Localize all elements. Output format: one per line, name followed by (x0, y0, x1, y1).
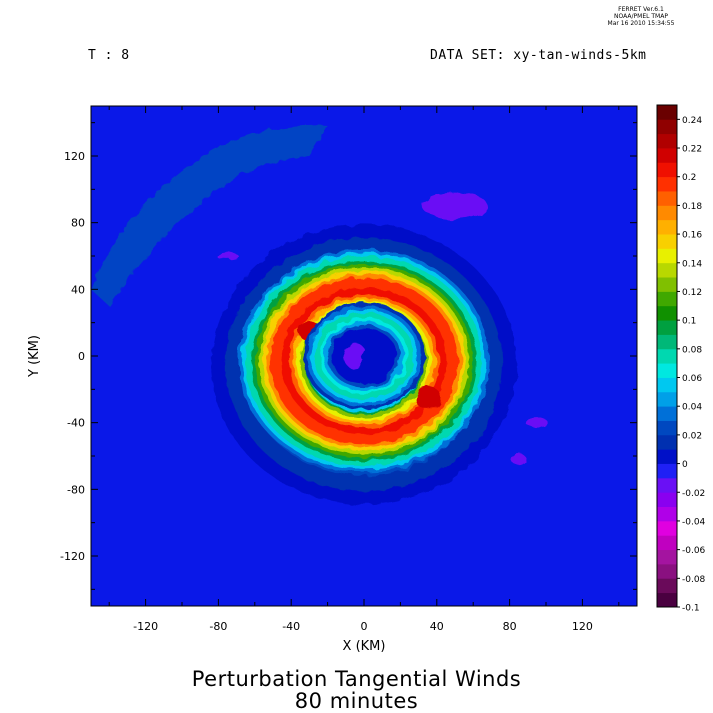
colorbar-swatch (657, 492, 677, 507)
y-tick-label: 40 (71, 283, 85, 296)
axis-ticks: -120 -80 -40 0 40 80 120 -120 -80 -40 0 40 80 120 (60, 106, 637, 633)
colorbar-swatch (657, 592, 677, 608)
field-layer (91, 125, 548, 505)
credit-line-1: FERRET Ver.6.1 (618, 6, 664, 13)
colorbar-swatch (657, 391, 677, 407)
colorbar-swatch (657, 420, 677, 436)
colorbar-swatch (657, 363, 677, 378)
colorbar-swatch (657, 434, 677, 450)
colorbar-tick-label: -0.02 (682, 489, 705, 499)
colorbar-swatch (657, 506, 677, 522)
colorbar-swatch (657, 463, 677, 479)
vortex-core (343, 342, 366, 370)
colorbar-swatch (657, 262, 677, 278)
colorbar-tick-label: -0.04 (682, 517, 706, 527)
x-tick-label: -120 (133, 620, 158, 633)
colorbar-swatch (657, 176, 677, 192)
colorbar-tick-label: 0.24 (682, 116, 702, 126)
y-tick-label: 120 (64, 150, 85, 163)
x-axis-label: X (KM) (343, 639, 386, 654)
northwest-band (91, 125, 328, 306)
y-tick-label: 80 (71, 217, 85, 230)
y-axis-label: Y (KM) (27, 335, 42, 378)
colorbar-swatch (657, 133, 677, 149)
colorbar-swatch (657, 377, 677, 393)
colorbar-tick-label: 0.16 (682, 231, 702, 241)
colorbar-tick-label: 0.12 (682, 288, 702, 298)
colorbar-swatch (657, 291, 677, 307)
colorbar-swatch (657, 320, 677, 335)
x-tick-label: -40 (282, 620, 300, 633)
hot-spot (414, 386, 441, 410)
credit-line-2: NOAA/PMEL TMAP (614, 13, 668, 20)
southeast-patch (511, 453, 526, 466)
northwest-patch (216, 252, 239, 260)
colorbar-swatch (657, 449, 677, 464)
x-tick-label: 0 (361, 620, 368, 633)
y-tick-label: -40 (67, 417, 85, 430)
colorbar-tick-label: 0.14 (682, 259, 702, 269)
colorbar-tick-label: -0.1 (682, 604, 700, 614)
x-tick-label: 80 (503, 620, 517, 633)
colorbar-swatch (657, 219, 677, 235)
colorbar-swatch (657, 549, 677, 565)
y-tick-label: -120 (60, 550, 85, 563)
colorbar-swatch (657, 535, 677, 551)
east-patch (525, 417, 548, 428)
colorbar-tick-label: 0.2 (682, 173, 696, 183)
x-tick-label: -80 (209, 620, 227, 633)
colorbar-swatch (657, 234, 677, 249)
colorbar-tick-label: -0.08 (682, 575, 706, 585)
colorbar-swatch (657, 162, 677, 178)
colorbar-swatch (657, 148, 677, 163)
y-tick-label: 0 (78, 350, 85, 363)
colorbar-tick-label: 0.22 (682, 145, 702, 155)
x-tick-label: 120 (572, 620, 593, 633)
colorbar-tick-label: 0.1 (682, 317, 696, 327)
colorbar-swatch (657, 334, 677, 350)
colorbar-tick-label: 0.04 (682, 403, 702, 413)
colorbar-swatch (657, 477, 677, 493)
ferret-credit: FERRET Ver.6.1 NOAA/PMEL TMAP Mar 16 201… (596, 6, 686, 27)
colorbar-tick-label: 0.02 (682, 431, 702, 441)
y-tick-label: -80 (67, 483, 85, 496)
colorbar-swatch (657, 563, 677, 579)
colorbar-swatch (657, 191, 677, 206)
chart-title-line-1: Perturbation Tangential Winds (191, 667, 522, 691)
colorbar-swatch (657, 105, 677, 120)
colorbar-swatch (657, 305, 677, 321)
x-tick-label: 40 (430, 620, 444, 633)
colorbar-swatch (657, 119, 677, 135)
dataset-label: DATA SET: xy-tan-winds-5km (430, 48, 647, 63)
colorbar-tick-label: 0 (682, 460, 688, 470)
colorbar-tick-label: 0.18 (682, 202, 702, 212)
time-label: T : 8 (88, 48, 130, 63)
credit-line-3: Mar 16 2010 15:34:55 (607, 20, 675, 27)
chart-title-line-2: 80 minutes (294, 689, 419, 713)
colorbar: 0.24 0.22 0.2 0.18 0.16 0.14 0.12 0.1 0.08 0.06 0.… (656, 104, 706, 614)
colorbar-swatch (657, 406, 677, 421)
northeast-patch (422, 192, 488, 220)
colorbar-swatch (657, 348, 677, 364)
core-notch (361, 346, 375, 363)
plot-area (91, 106, 637, 606)
colorbar-swatch (657, 520, 677, 536)
colorbar-swatch (657, 248, 677, 264)
colorbar-tick-label: -0.06 (682, 546, 706, 556)
colorbar-swatch (657, 205, 677, 221)
colorbar-swatch (657, 277, 677, 292)
colorbar-tick-label: 0.08 (682, 345, 702, 355)
colorbar-tick-label: 0.06 (682, 374, 702, 384)
colorbar-swatch (657, 578, 677, 594)
colorbar-frame (656, 104, 678, 608)
